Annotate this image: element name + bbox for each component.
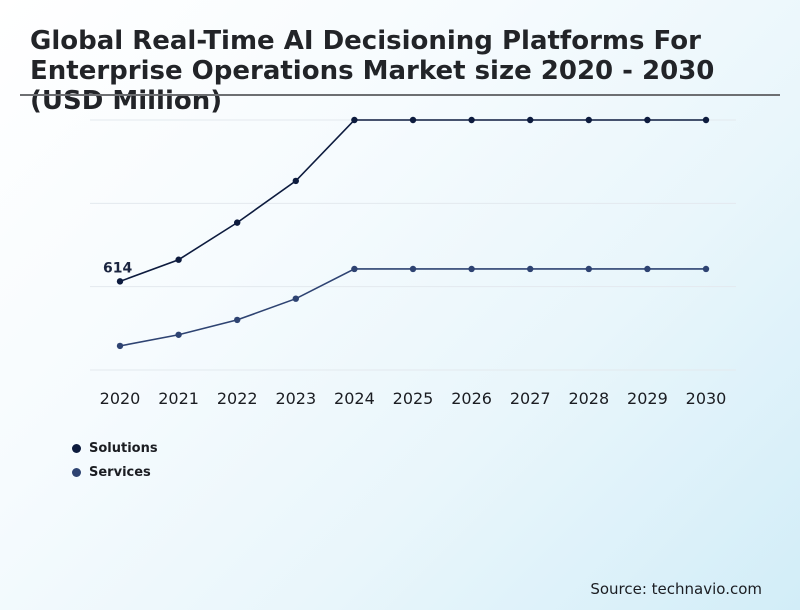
x-tick-label: 2030 — [686, 389, 727, 408]
data-point-services-2023 — [292, 295, 299, 302]
legend-item-solutions: Solutions — [72, 436, 158, 460]
data-point-services-2030 — [702, 265, 710, 273]
x-tick-label: 2025 — [393, 389, 434, 408]
x-tick-label: 2026 — [451, 389, 492, 408]
data-point-services-2020 — [116, 342, 124, 350]
x-tick-label: 2029 — [627, 389, 668, 408]
data-labels: 614 — [103, 260, 132, 276]
data-point-solutions-2023 — [292, 177, 299, 185]
source-credit: Source: technavio.com — [590, 580, 762, 598]
x-tick-label: 2027 — [510, 389, 551, 408]
title-divider — [20, 94, 780, 96]
legend-item-services: Services — [72, 460, 158, 484]
series-lines — [119, 119, 706, 347]
data-point-services-2024 — [351, 265, 358, 273]
data-point-services-2025 — [409, 265, 417, 273]
data-point-services-2029 — [644, 265, 651, 273]
legend: Solutions Services — [72, 436, 158, 484]
data-point-services-2026 — [468, 265, 475, 273]
data-point-services-2021 — [175, 331, 182, 338]
data-point-services-2022 — [234, 316, 241, 324]
data-point-solutions-2028 — [585, 116, 592, 124]
data-point-solutions-2026 — [468, 116, 475, 124]
x-tick-label: 2023 — [275, 389, 316, 408]
x-axis-tick-labels: 2020 2021 2022 2023 2024 2025 2026 2027 2028 2029… — [100, 389, 727, 408]
x-tick-label: 2028 — [568, 389, 609, 408]
legend-label: Services — [89, 464, 151, 480]
chart-title: Global Real-Time AI Decisioning Platform… — [30, 26, 715, 116]
legend-marker — [72, 467, 81, 477]
data-point-solutions-2027 — [527, 116, 534, 124]
data-point-solutions-2029 — [644, 116, 651, 124]
data-point-services-2028 — [585, 265, 592, 273]
data-point-solutions-2020 — [116, 278, 124, 285]
data-point-services-2027 — [527, 265, 534, 273]
x-tick-label: 2022 — [217, 389, 258, 408]
data-points — [116, 116, 710, 350]
legend-marker — [72, 443, 81, 453]
data-label: 614 — [103, 260, 132, 276]
data-point-solutions-2022 — [234, 219, 241, 226]
series-line-services — [119, 268, 706, 347]
legend-label: Solutions — [89, 440, 158, 456]
x-tick-label: 2020 — [100, 389, 141, 408]
x-tick-label: 2024 — [334, 389, 375, 408]
data-point-solutions-2024 — [351, 116, 358, 124]
data-point-solutions-2025 — [409, 116, 417, 124]
series-line-solutions — [119, 119, 706, 283]
data-point-solutions-2030 — [702, 116, 710, 124]
data-point-solutions-2021 — [175, 256, 182, 263]
x-tick-label: 2021 — [158, 389, 199, 408]
